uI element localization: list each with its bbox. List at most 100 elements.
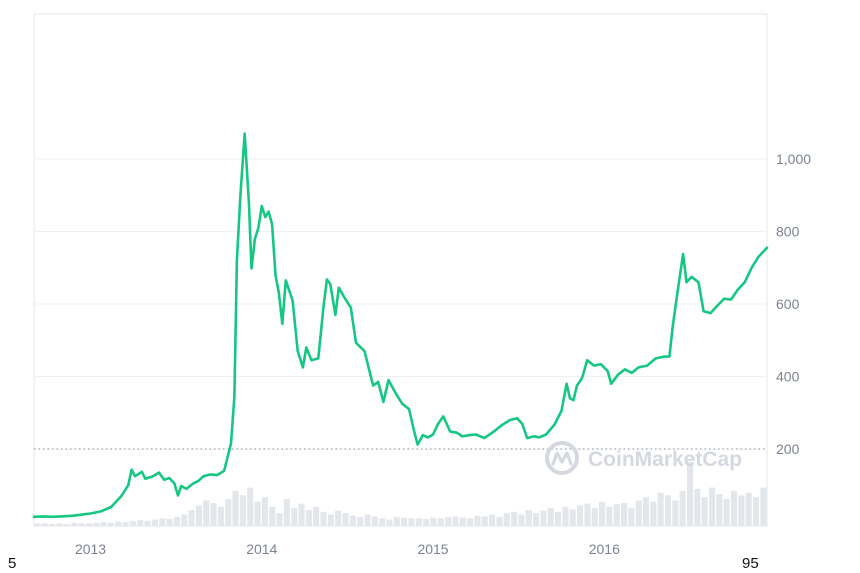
volume-bar bbox=[371, 516, 378, 526]
volume-bar bbox=[298, 503, 305, 526]
volume-bar bbox=[144, 520, 151, 526]
volume-bar bbox=[386, 519, 393, 526]
volume-bar bbox=[401, 517, 408, 526]
watermark-text: CoinMarketCap bbox=[588, 448, 742, 471]
volume-bar bbox=[716, 494, 723, 526]
volume-bar bbox=[540, 510, 547, 526]
volume-bar bbox=[357, 517, 364, 526]
volume-bar bbox=[320, 511, 327, 526]
y-tick-label: 800 bbox=[776, 224, 800, 240]
volume-bar bbox=[49, 524, 56, 526]
volume-bar bbox=[577, 505, 584, 526]
volume-bar bbox=[115, 521, 122, 526]
volume-bar bbox=[423, 519, 430, 526]
volume-bar bbox=[408, 518, 415, 526]
volume-bar bbox=[430, 517, 437, 526]
volume-bar bbox=[203, 500, 210, 526]
volume-bar bbox=[415, 518, 422, 526]
volume-bar bbox=[555, 511, 562, 526]
volume-bar bbox=[41, 523, 48, 526]
x-axis-ticks: 2013 2014 2015 2016 bbox=[75, 541, 620, 557]
volume-bar bbox=[393, 517, 400, 526]
volume-bar bbox=[261, 497, 268, 526]
plot-frame-border bbox=[33, 13, 768, 527]
price-series-line bbox=[32, 132, 769, 519]
volume-bar bbox=[78, 523, 85, 526]
plot-frame bbox=[33, 13, 768, 527]
volume-bar bbox=[569, 509, 576, 526]
volume-bar bbox=[687, 462, 694, 526]
volume-bar bbox=[100, 522, 107, 526]
volume-bar bbox=[291, 508, 298, 526]
volume-bar bbox=[525, 510, 532, 526]
volume-bar bbox=[210, 503, 217, 526]
volume-bar bbox=[752, 497, 759, 526]
volume-bar bbox=[723, 499, 730, 526]
volume-bar bbox=[217, 506, 224, 526]
gridlines bbox=[34, 158, 767, 450]
volume-bar bbox=[269, 506, 276, 526]
volume-bar bbox=[93, 522, 100, 526]
volume-bar bbox=[437, 518, 444, 526]
volume-bar bbox=[159, 518, 166, 526]
volume-bar bbox=[709, 487, 716, 526]
volume-bar bbox=[327, 514, 334, 526]
y-tick-label: 200 bbox=[776, 441, 800, 457]
volume-bar bbox=[459, 517, 466, 526]
volume-bar bbox=[474, 515, 481, 526]
volume-bar bbox=[107, 522, 114, 526]
volume-bar bbox=[467, 518, 474, 526]
volume-bar bbox=[151, 519, 158, 526]
x-tick-label: 2013 bbox=[75, 541, 106, 557]
volume-bar bbox=[621, 503, 628, 526]
volume-bar bbox=[283, 499, 290, 526]
volume-bar bbox=[665, 495, 672, 526]
volume-bar bbox=[628, 508, 635, 526]
y-tick-label: 600 bbox=[776, 296, 800, 312]
corner-label-left: 5 bbox=[8, 555, 17, 572]
volume-bar bbox=[672, 500, 679, 526]
volume-bar bbox=[276, 513, 283, 526]
volume-bar bbox=[122, 522, 129, 526]
volume-bar bbox=[239, 495, 246, 526]
volume-bar bbox=[166, 519, 173, 526]
volume-bar bbox=[254, 501, 261, 526]
volume-bar bbox=[584, 503, 591, 526]
volume-bar bbox=[547, 508, 554, 526]
volume-bar bbox=[63, 524, 70, 526]
volume-bar bbox=[533, 513, 540, 526]
volume-bar bbox=[71, 522, 78, 526]
x-tick-label: 2016 bbox=[589, 541, 620, 557]
volume-bar bbox=[694, 488, 701, 526]
volume-bar bbox=[511, 511, 518, 526]
x-tick-label: 2015 bbox=[417, 541, 448, 557]
volume-bar bbox=[232, 490, 239, 526]
volume-bar bbox=[679, 490, 686, 526]
volume-bar bbox=[562, 506, 569, 526]
volume-bar bbox=[701, 497, 708, 526]
volume-bar bbox=[305, 510, 312, 526]
volume-bar bbox=[606, 506, 613, 526]
volume-bar bbox=[85, 523, 92, 526]
volume-bar bbox=[452, 516, 459, 526]
volume-bar bbox=[313, 506, 320, 526]
volume-bar bbox=[503, 513, 510, 526]
volume-bar bbox=[496, 517, 503, 526]
volume-bar bbox=[650, 501, 657, 526]
volume-bar bbox=[195, 505, 202, 526]
x-tick-label: 2014 bbox=[246, 541, 277, 557]
watermark: CoinMarketCap bbox=[545, 441, 742, 475]
volume-bar bbox=[481, 516, 488, 526]
y-tick-label: 400 bbox=[776, 369, 800, 385]
volume-bar bbox=[760, 487, 767, 526]
volume-bar bbox=[635, 500, 642, 526]
volume-bar bbox=[518, 514, 525, 526]
coinmarketcap-logo-icon bbox=[545, 441, 579, 475]
volume-bar bbox=[34, 523, 41, 526]
y-axis-ticks: 200 400 600 800 1,000 bbox=[776, 151, 811, 457]
volume-bar bbox=[173, 517, 180, 526]
volume-bar bbox=[349, 515, 356, 526]
volume-bar bbox=[129, 520, 136, 526]
volume-bar bbox=[335, 510, 342, 526]
